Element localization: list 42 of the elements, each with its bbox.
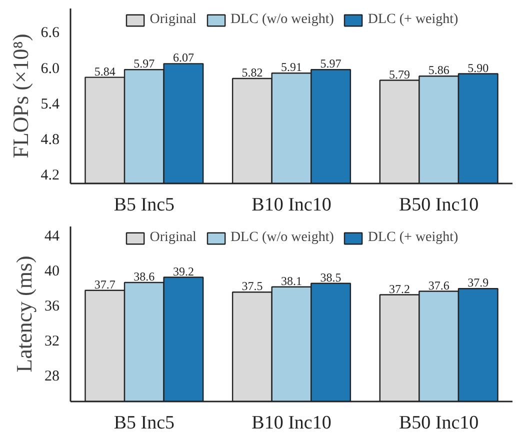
y-tick-label: 32 (44, 333, 60, 350)
data-label: 37.9 (468, 276, 489, 290)
data-label: 38.5 (320, 270, 342, 284)
data-label: 5.82 (242, 66, 263, 80)
y-tick-label: 6.6 (40, 25, 60, 42)
x-tick-label: B50 Inc10 (398, 412, 479, 434)
legend-label: Original (150, 12, 196, 28)
legend-label: DLC (w/o weight) (230, 12, 334, 28)
data-label: 38.1 (281, 274, 302, 288)
data-label: 38.6 (134, 270, 155, 284)
x-tick-label: B5 Inc5 (114, 412, 175, 434)
data-label: 5.97 (320, 56, 342, 71)
data-label: 5.91 (281, 60, 302, 74)
y-axis-title: Latency (ms) (12, 256, 36, 372)
data-label: 5.97 (134, 56, 155, 71)
data-label: 5.79 (389, 67, 410, 82)
data-label: 5.90 (468, 60, 489, 75)
y-tick-label: 36 (44, 298, 60, 314)
x-tick-label: B5 Inc5 (114, 194, 175, 216)
legend-label: Original (150, 230, 196, 246)
y-tick-label: 44 (44, 228, 60, 244)
data-label: 39.2 (172, 264, 194, 278)
legend-label: DLC (w/o weight) (230, 230, 334, 246)
data-label: 37.2 (389, 282, 410, 296)
y-tick-label: 6.0 (40, 60, 60, 77)
x-tick-label: B10 Inc10 (252, 412, 332, 434)
legend-label: DLC (+ weight) (368, 12, 458, 28)
x-tick-label: B50 Inc10 (398, 194, 479, 216)
y-tick-label: 28 (44, 368, 60, 384)
y-tick-label: 4.2 (40, 168, 60, 184)
y-tick-label: 5.4 (40, 96, 60, 112)
data-label: 5.84 (94, 64, 116, 78)
y-tick-label: 40 (44, 263, 60, 280)
y-tick-label: 4.8 (40, 132, 60, 148)
data-label: 6.07 (172, 50, 194, 65)
data-label: 37.5 (242, 279, 263, 294)
x-tick-label: B10 Inc10 (252, 194, 332, 216)
data-label: 37.6 (428, 278, 450, 292)
legend-label: DLC (+ weight) (368, 230, 458, 246)
y-axis-title: FLOPs (×10⁸) (8, 34, 33, 158)
data-label: 37.7 (94, 277, 116, 292)
data-label: 5.86 (428, 63, 450, 78)
